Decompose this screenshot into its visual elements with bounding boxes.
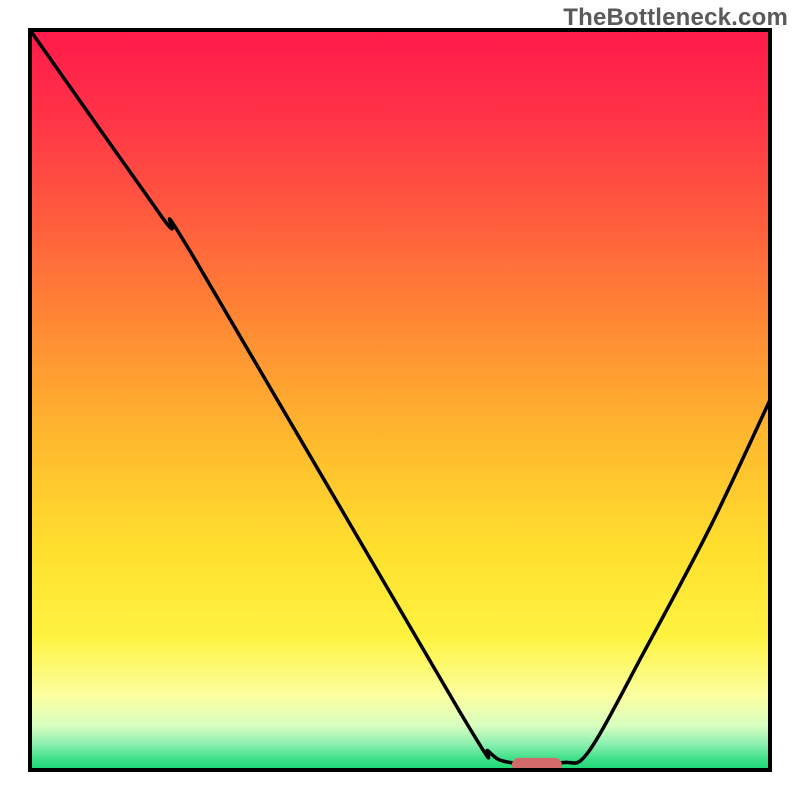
gradient-background xyxy=(30,30,770,770)
bottleneck-chart xyxy=(0,0,800,800)
watermark-text: TheBottleneck.com xyxy=(563,4,788,32)
chart-container: TheBottleneck.com xyxy=(0,0,800,800)
